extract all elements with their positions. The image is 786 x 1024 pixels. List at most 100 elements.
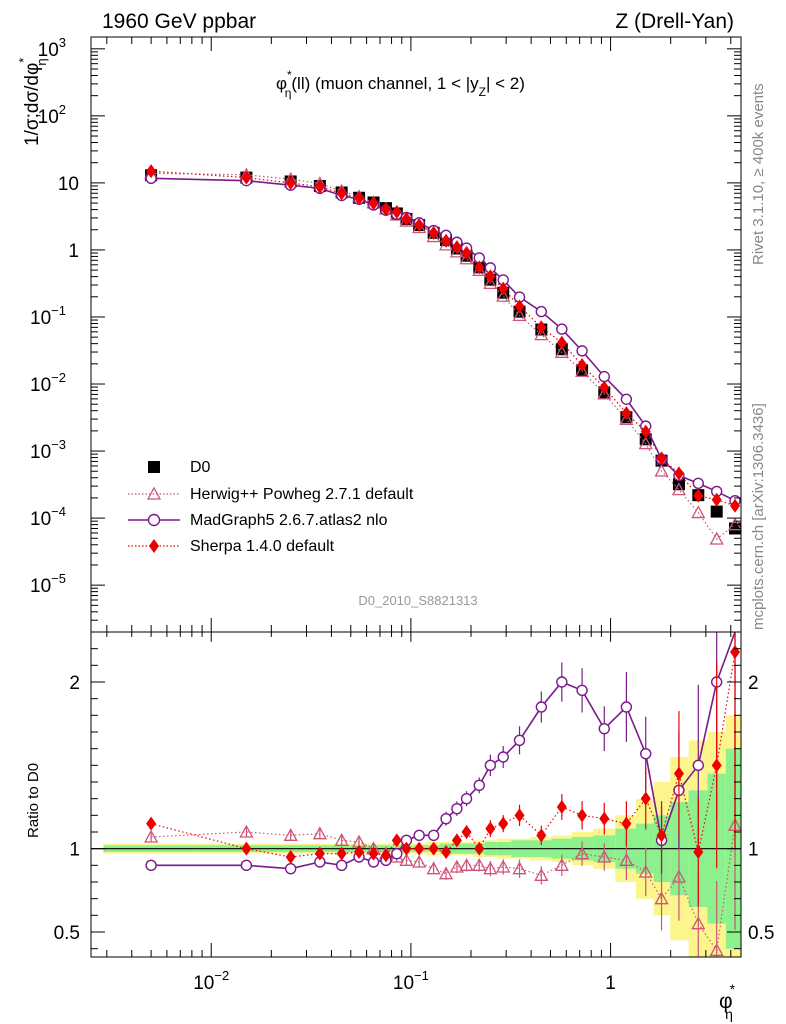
point-sherpa bbox=[380, 202, 391, 217]
point-herwig bbox=[449, 244, 465, 258]
point-sherpa bbox=[711, 492, 722, 507]
ratio-point-madgraph bbox=[451, 802, 463, 815]
ratio-point-madgraph bbox=[391, 847, 403, 860]
point-sherpa bbox=[536, 320, 547, 335]
point-madgraph bbox=[598, 370, 610, 383]
y-tick-label: 10−3 bbox=[30, 437, 66, 463]
ratio-point-sherpa bbox=[536, 828, 547, 843]
ratio-point-madgraph bbox=[497, 751, 509, 763]
point-madgraph bbox=[535, 305, 548, 318]
ratio-point-herwig bbox=[449, 859, 465, 873]
ratio-point-sherpa bbox=[241, 841, 252, 856]
legend-entry-d0: D0 bbox=[148, 459, 211, 476]
ratio-point-sherpa bbox=[577, 808, 588, 823]
ratio-tick-label-right: 0.5 bbox=[748, 923, 774, 944]
ratio-tick-label-left: 2 bbox=[69, 673, 80, 694]
y-axis-label: 1/σ;dσ/dφ* η bbox=[16, 58, 49, 146]
point-herwig bbox=[709, 531, 724, 545]
ratio-point-sherpa bbox=[391, 833, 402, 848]
ratio-point-madgraph bbox=[535, 701, 548, 713]
point-madgraph bbox=[556, 323, 568, 335]
y-tick-label: 103 bbox=[38, 35, 66, 61]
point-sherpa bbox=[673, 466, 684, 481]
ratio-point-sherpa bbox=[285, 850, 296, 864]
legend-entry-madgraph: MadGraph5 2.6.7.atlas2 nlo bbox=[128, 512, 388, 529]
ratio-point-sherpa bbox=[514, 808, 525, 823]
point-herwig bbox=[554, 344, 569, 358]
ratio-point-herwig bbox=[283, 827, 298, 841]
ratio-point-sherpa bbox=[428, 841, 439, 856]
ratio-point-madgraph bbox=[484, 759, 497, 772]
ratio-point-herwig bbox=[239, 824, 254, 838]
point-herwig bbox=[574, 363, 590, 377]
ratio-point-herwig bbox=[638, 864, 653, 878]
legend-label-d0: D0 bbox=[190, 459, 211, 476]
ratio-tick-label-left: 1 bbox=[69, 840, 80, 861]
point-sherpa bbox=[368, 196, 379, 211]
ratio-point-herwig bbox=[597, 849, 612, 863]
point-herwig bbox=[638, 436, 653, 450]
y-tick-label: 10−2 bbox=[30, 370, 66, 396]
legend: D0 Herwig++ Powheg 2.7.1 default MadGrap… bbox=[128, 459, 414, 555]
point-sherpa bbox=[428, 225, 439, 240]
ratio-point-sherpa bbox=[354, 845, 365, 859]
ratio-point-madgraph bbox=[240, 859, 253, 872]
ratio-point-sherpa bbox=[314, 846, 325, 861]
ratio-point-herwig bbox=[472, 857, 487, 871]
point-sherpa bbox=[730, 498, 741, 513]
point-madgraph bbox=[576, 345, 588, 357]
ratio-point-herwig bbox=[483, 861, 498, 875]
ratio-point-herwig bbox=[654, 891, 669, 905]
ratio-point-herwig bbox=[438, 866, 454, 880]
ratio-point-madgraph bbox=[284, 862, 297, 875]
ratio-point-herwig bbox=[459, 857, 474, 871]
ratio-point-herwig bbox=[619, 852, 634, 866]
point-sherpa bbox=[146, 164, 157, 179]
ratio-point-sherpa bbox=[673, 766, 684, 781]
ratio-point-herwig bbox=[144, 829, 159, 843]
ratio-point-sherpa bbox=[414, 841, 425, 856]
ratio-point-sherpa bbox=[380, 848, 391, 863]
y-tick-label: 10 bbox=[58, 174, 79, 195]
point-sherpa bbox=[577, 358, 588, 373]
legend-entry-herwig: Herwig++ Powheg 2.7.1 default bbox=[128, 486, 414, 503]
ratio-point-sherpa bbox=[336, 846, 347, 861]
point-herwig bbox=[459, 251, 474, 265]
point-herwig bbox=[671, 482, 687, 496]
point-herwig bbox=[619, 411, 634, 425]
plot-title: φ* η(ll) (muon channel, 1 < |yZ| < 2) bbox=[276, 68, 525, 100]
ratio-point-madgraph bbox=[440, 812, 452, 825]
ratio-y-axis-label: Ratio to D0 bbox=[25, 763, 42, 838]
point-madgraph bbox=[692, 477, 704, 490]
header-process: Z (Drell-Yan) bbox=[615, 10, 734, 33]
ratio-point-herwig bbox=[426, 861, 441, 875]
ratio-point-sherpa bbox=[474, 841, 485, 856]
point-herwig bbox=[654, 463, 669, 477]
legend-marker-d0 bbox=[148, 461, 160, 473]
legend-label-sherpa: Sherpa 1.4.0 default bbox=[190, 538, 335, 555]
watermark: D0_2010_S8821313 bbox=[358, 593, 477, 608]
point-herwig bbox=[534, 327, 549, 341]
ratio-point-herwig bbox=[671, 869, 687, 883]
point-herwig bbox=[483, 276, 498, 290]
point-sherpa bbox=[485, 269, 496, 284]
main-line-sherpa bbox=[151, 170, 736, 507]
ratio-plot-frame bbox=[90, 631, 742, 958]
ratio-point-herwig bbox=[574, 846, 590, 860]
ratio-point-madgraph bbox=[413, 829, 425, 842]
ratio-point-sherpa bbox=[599, 811, 610, 826]
ratio-point-herwig bbox=[709, 942, 724, 956]
point-sherpa bbox=[514, 299, 525, 314]
ratio-point-herwig bbox=[512, 861, 527, 875]
x-axis-label: φ* η bbox=[719, 981, 736, 1022]
point-sherpa bbox=[285, 175, 296, 190]
ratio-point-madgraph bbox=[427, 829, 440, 842]
point-sherpa bbox=[621, 406, 632, 421]
ratio-point-madgraph bbox=[692, 759, 704, 772]
point-sherpa bbox=[354, 191, 365, 206]
ratio-point-sherpa bbox=[556, 800, 567, 814]
ratio-point-sherpa bbox=[640, 791, 651, 806]
ratio-point-herwig bbox=[312, 826, 327, 840]
point-madgraph bbox=[620, 393, 633, 405]
